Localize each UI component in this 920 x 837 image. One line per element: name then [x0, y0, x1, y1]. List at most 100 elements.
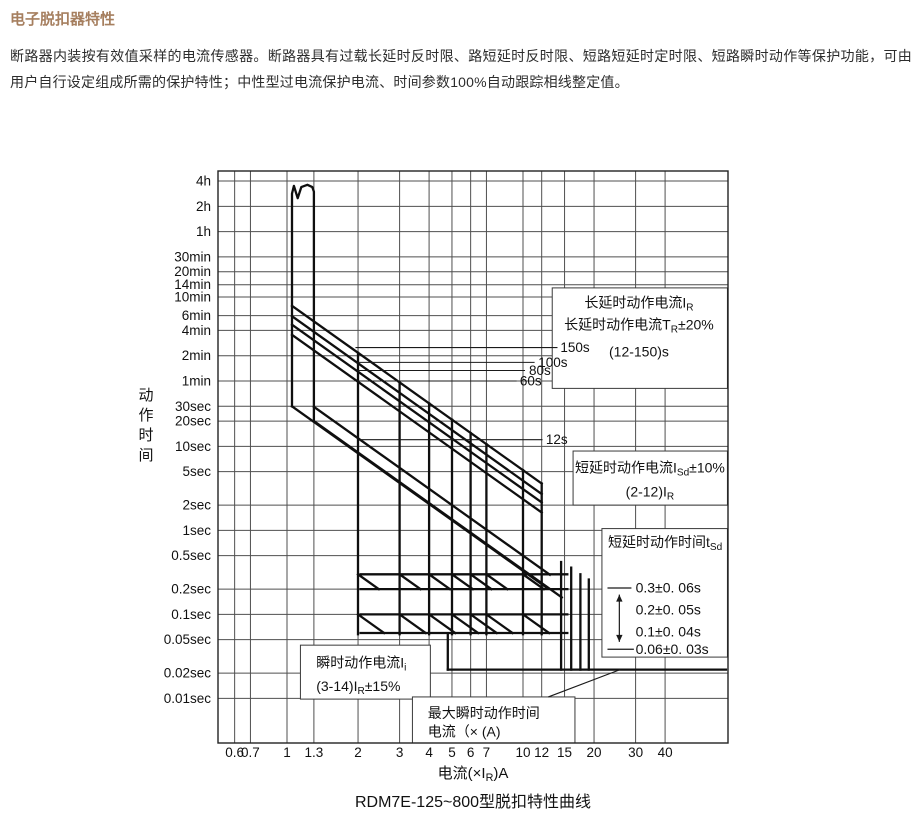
y-axis-title-char: 作: [138, 407, 153, 424]
plot-border: [217, 170, 729, 744]
y-tick-0.02sec: 0.02sec: [164, 666, 212, 681]
y-tick-4h: 4h: [196, 174, 211, 189]
tsd-arrow-head-down: [616, 634, 623, 642]
leader-label-150s: 150s: [560, 340, 590, 355]
curve-short-delay-12s: [312, 405, 552, 577]
annotation-boxes: [299, 287, 728, 744]
curve-i2t-stub: [484, 612, 515, 635]
max-instantaneous-note-box: [411, 696, 576, 744]
x-tick-20: 20: [587, 745, 602, 760]
x-tick-1: 1: [283, 745, 291, 760]
y-tick-2h: 2h: [196, 199, 211, 214]
y-tick-5sec: 5sec: [182, 464, 211, 479]
y-tick-2min: 2min: [182, 348, 211, 363]
x-tick-6: 6: [467, 745, 475, 760]
x-tick-10: 10: [515, 745, 530, 760]
long-delay-note-box: [551, 287, 728, 389]
y-tick-30sec: 30sec: [175, 399, 211, 414]
x-tick-12: 12: [534, 745, 549, 760]
y-axis-title-char: 时: [138, 427, 153, 444]
tsd-value-4: 0.06±0. 03s: [636, 641, 709, 657]
instantaneous-current-note-box: [299, 644, 431, 700]
curve-i2t-stub: [468, 612, 499, 635]
short-delay-time-note-line-1: 短延时动作时间tSd: [608, 534, 722, 553]
instantaneous-current-note-line-1: 瞬时动作电流Ii: [316, 654, 406, 673]
x-tick-3: 3: [396, 745, 404, 760]
trip-curves: [290, 183, 728, 671]
curve-i2t-stub: [427, 572, 452, 591]
curve-i2t-stub: [356, 572, 381, 591]
curve-i2t-stub: [484, 572, 509, 591]
max-instantaneous-note-line-2: 电流（× (A): [428, 723, 501, 739]
annotation-texts: 长延时动作电流IR 长延时动作电流TR±20% (12-150)s 短延时动作电流IS…: [316, 295, 725, 740]
y-tick-30min: 30min: [174, 249, 211, 264]
curve-i2t-stub: [356, 612, 386, 635]
curve-i2t-stub: [521, 572, 546, 591]
x-tick-1.3: 1.3: [305, 745, 324, 760]
tsd-arrow-head-up: [616, 594, 623, 602]
curve-long-delay-60s: [290, 333, 544, 515]
y-tick-10sec: 10sec: [175, 439, 211, 454]
x-tick-5: 5: [448, 745, 456, 760]
y-tick-0.2sec: 0.2sec: [171, 582, 211, 597]
leader-label-100s: 100s: [538, 355, 568, 370]
max-instantaneous-note-line-1: 最大瞬时动作时间: [428, 705, 540, 721]
x-tick-2: 2: [354, 745, 362, 760]
y-axis-title-char: 动: [138, 387, 153, 404]
y-axis-title-char: 间: [138, 447, 153, 464]
x-tick-0.6: 0.6: [225, 745, 244, 760]
curve-band-lower-right: [312, 419, 564, 600]
y-tick-1min: 1min: [182, 374, 211, 389]
short-delay-current-note-line-1: 短延时动作电流ISd±10%: [575, 460, 725, 479]
max-inst-leader-line: [548, 669, 621, 698]
curve-long-delay-pickup-band: [290, 183, 316, 423]
curve-i2t-stub: [450, 612, 480, 635]
tsd-tolerance: 0.3±0. 06s 0.2±0. 05s 0.1±0. 04s 0.06±0. 03…: [607, 579, 709, 657]
chart-caption: RDM7E-125~800型脱扣特性曲线: [355, 793, 591, 811]
curve-i2t-stub: [427, 612, 457, 635]
y-tick-0.1sec: 0.1sec: [171, 607, 211, 622]
page-title: 电子脱扣器特性: [10, 11, 116, 28]
x-tick-40: 40: [658, 745, 673, 760]
intro-paragraph: 断路器内装按有效值采样的电流传感器。断路器具有过载长延时反时限、路短延时反时限、…: [10, 48, 912, 90]
short-delay-current-note-line-2: (2-12)IR: [626, 484, 675, 503]
y-tick-10min: 10min: [174, 290, 211, 305]
tsd-value-2: 0.2±0. 05s: [636, 601, 701, 617]
leader-label-12s: 12s: [546, 432, 568, 447]
y-tick-1sec: 1sec: [182, 523, 211, 538]
curve-i2t-stub: [468, 572, 494, 591]
y-tick-2sec: 2sec: [182, 498, 211, 513]
y-tick-0.05sec: 0.05sec: [164, 632, 212, 647]
long-delay-note-line-2: 长延时动作电流TR±20%: [564, 316, 714, 335]
x-tick-7: 7: [483, 745, 491, 760]
instantaneous-current-note-line-2: (3-14)IR±15%: [316, 678, 400, 697]
curve-long-delay-150s: [290, 304, 544, 486]
document-header: 电子脱扣器特性 断路器内装按有效值采样的电流传感器。断路器具有过载长延时反时限、…: [10, 8, 912, 95]
y-tick-6min: 6min: [182, 308, 211, 323]
leader-label-60s: 60s: [520, 374, 542, 389]
curve-i2t-stub: [397, 572, 423, 591]
y-tick-4min: 4min: [182, 323, 211, 338]
curve-i2t-stub: [397, 612, 428, 635]
y-tick-14min: 14min: [174, 277, 211, 292]
x-tick-4: 4: [425, 745, 433, 760]
long-delay-note-line-1: 长延时动作电流IR: [584, 295, 693, 314]
x-tick-30: 30: [628, 745, 643, 760]
x-tick-0.7: 0.7: [241, 745, 260, 760]
x-axis-title: 电流(×IR)A: [438, 765, 509, 784]
short-delay-time-note-box: [601, 528, 728, 658]
curve-long-delay-100s: [290, 314, 544, 496]
long-delay-note-line-3: (12-150)s: [609, 343, 669, 359]
y-tick-20sec: 20sec: [175, 414, 211, 429]
y-tick-0.5sec: 0.5sec: [171, 548, 211, 563]
y-tick-20min: 20min: [174, 264, 211, 279]
curve-i2t-stub: [521, 612, 551, 635]
tsd-value-3: 0.1±0. 04s: [636, 623, 701, 639]
x-tick-15: 15: [557, 745, 572, 760]
curve-i2t-stub: [450, 572, 475, 591]
